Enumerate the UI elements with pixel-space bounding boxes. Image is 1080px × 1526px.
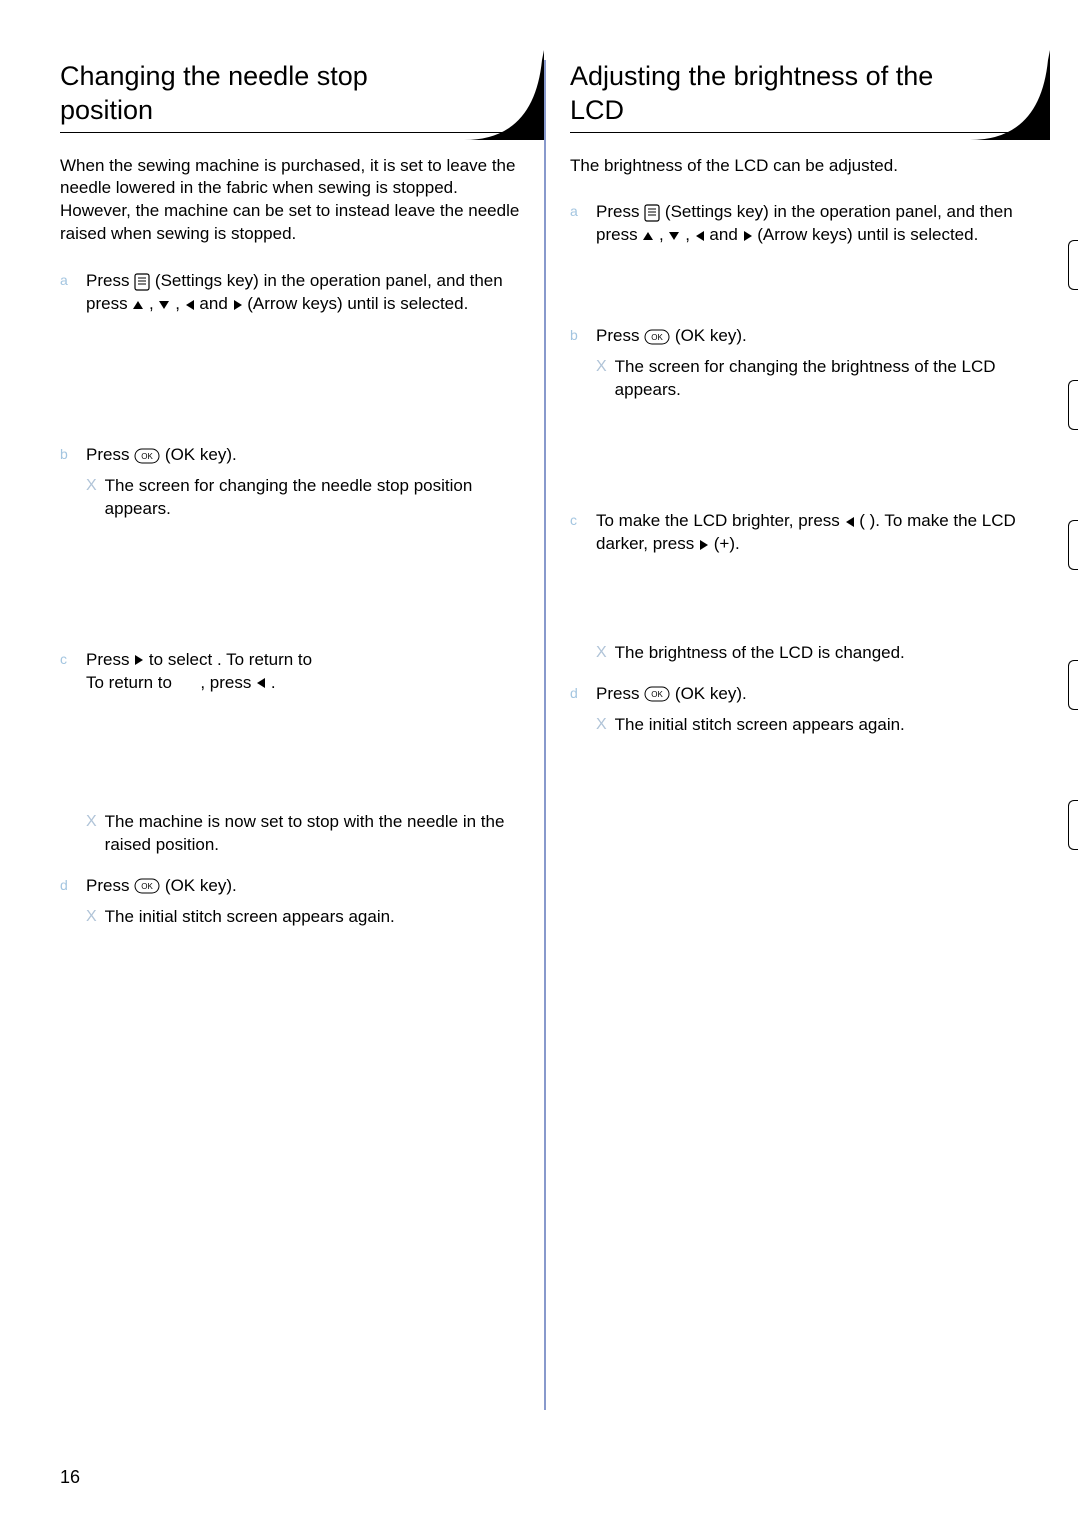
- step-result-block: X The machine is now set to stop with th…: [60, 803, 524, 857]
- section-tab: [1068, 800, 1078, 850]
- step-text: Press (Settings key) in the operation pa…: [86, 271, 503, 313]
- step-result: X The initial stitch screen appears agai…: [596, 714, 1030, 737]
- ok-key-icon: OK: [644, 329, 670, 345]
- svg-text:OK: OK: [141, 452, 153, 461]
- arrow-right-icon: [134, 654, 144, 666]
- step: c To make the LCD brighter, press ( ). T…: [570, 510, 1030, 556]
- step-text: Press (Settings key) in the operation pa…: [596, 202, 1013, 244]
- arrow-left-icon: [256, 677, 266, 689]
- step-number: a: [60, 272, 70, 288]
- arrow-left-icon: [185, 299, 195, 311]
- result-text: The machine is now set to stop with the …: [105, 811, 524, 857]
- section-title-wrap: Adjusting the brightness of the LCD: [570, 60, 1030, 133]
- step-body: To make the LCD brighter, press ( ). To …: [596, 510, 1030, 556]
- step-result: X The screen for changing the brightness…: [596, 356, 1030, 402]
- arrow-up-icon: [132, 300, 144, 310]
- arrow-down-icon: [668, 231, 680, 241]
- step-text: Press OK (OK key).: [86, 445, 237, 464]
- intro-text: The brightness of the LCD can be adjuste…: [570, 155, 1030, 178]
- two-column-layout: Changing the needle stop position When t…: [60, 60, 1030, 1410]
- step-number: d: [60, 877, 70, 893]
- step-body: Press (Settings key) in the operation pa…: [596, 201, 1030, 247]
- step-body: Press OK (OK key). X The initial stitch …: [86, 875, 524, 929]
- step-result: X The machine is now set to stop with th…: [86, 811, 524, 857]
- step-number: b: [570, 327, 580, 343]
- left-column: Changing the needle stop position When t…: [60, 60, 544, 1410]
- step-text: To make the LCD brighter, press ( ). To …: [596, 511, 1016, 553]
- step: d Press OK (OK key). X The initial stitc…: [570, 683, 1030, 737]
- result-mark-icon: X: [86, 811, 97, 857]
- step-body: Press OK (OK key). X The screen for chan…: [596, 325, 1030, 402]
- step-text: Press to select . To return to To return…: [86, 650, 312, 692]
- spacer: [60, 713, 524, 803]
- ok-key-icon: OK: [134, 878, 160, 894]
- step-number: a: [570, 203, 580, 219]
- step-result: X The screen for changing the needle sto…: [86, 475, 524, 521]
- result-text: The initial stitch screen appears again.: [615, 714, 1030, 737]
- section-tab: [1068, 240, 1078, 290]
- result-mark-icon: X: [86, 906, 97, 929]
- side-tabs: [1068, 240, 1080, 850]
- arrow-left-icon: [845, 516, 855, 528]
- step-body: Press (Settings key) in the operation pa…: [86, 270, 524, 316]
- step-number: b: [60, 446, 70, 462]
- arrow-right-icon: [699, 539, 709, 551]
- arrow-down-icon: [158, 300, 170, 310]
- step-body: Press OK (OK key). X The initial stitch …: [596, 683, 1030, 737]
- spacer: [60, 334, 524, 444]
- spacer: [570, 420, 1030, 510]
- section-title-wrap: Changing the needle stop position: [60, 60, 524, 133]
- result-text: The brightness of the LCD is changed.: [615, 642, 1030, 665]
- page-number: 16: [60, 1467, 80, 1488]
- step-text: Press OK (OK key).: [86, 876, 237, 895]
- step-number: c: [570, 512, 580, 528]
- step-text: Press OK (OK key).: [596, 326, 747, 345]
- section-tab: [1068, 380, 1078, 430]
- spacer: [60, 539, 524, 649]
- intro-text: When the sewing machine is purchased, it…: [60, 155, 524, 247]
- section-tab: [1068, 660, 1078, 710]
- settings-key-icon: [644, 204, 660, 222]
- step-number: c: [60, 651, 70, 667]
- step: c Press to select . To return to To retu…: [60, 649, 524, 695]
- result-text: The screen for changing the needle stop …: [105, 475, 524, 521]
- arrow-right-icon: [233, 299, 243, 311]
- svg-text:OK: OK: [651, 333, 663, 342]
- result-text: The initial stitch screen appears again.: [105, 906, 524, 929]
- step-body: Press to select . To return to To return…: [86, 649, 524, 695]
- settings-key-icon: [134, 273, 150, 291]
- step-result: X The brightness of the LCD is changed.: [596, 642, 1030, 665]
- arrow-up-icon: [642, 231, 654, 241]
- arrow-left-icon: [695, 230, 705, 242]
- ok-key-icon: OK: [134, 448, 160, 464]
- right-column: Adjusting the brightness of the LCD The …: [546, 60, 1030, 1410]
- section-title: Changing the needle stop position: [60, 60, 444, 128]
- title-swoosh-icon: [970, 50, 1050, 140]
- step: b Press OK (OK key). X The screen for ch…: [570, 325, 1030, 402]
- step-number: d: [570, 685, 580, 701]
- ok-key-icon: OK: [644, 686, 670, 702]
- step-result-block: X The brightness of the LCD is changed.: [570, 634, 1030, 665]
- result-mark-icon: X: [596, 714, 607, 737]
- result-mark-icon: X: [86, 475, 97, 521]
- arrow-right-icon: [743, 230, 753, 242]
- result-text: The screen for changing the brightness o…: [615, 356, 1030, 402]
- step-result: X The initial stitch screen appears agai…: [86, 906, 524, 929]
- result-mark-icon: X: [596, 642, 607, 665]
- step-text: Press OK (OK key).: [596, 684, 747, 703]
- step: d Press OK (OK key). X The initial stitc…: [60, 875, 524, 929]
- svg-text:OK: OK: [651, 690, 663, 699]
- step: a Press (Settings key) in the operation …: [60, 270, 524, 316]
- section-title: Adjusting the brightness of the LCD: [570, 60, 950, 128]
- step-body: Press OK (OK key). X The screen for chan…: [86, 444, 524, 521]
- step: a Press (Settings key) in the operation …: [570, 201, 1030, 247]
- section-tab: [1068, 520, 1078, 570]
- result-mark-icon: X: [596, 356, 607, 402]
- spacer: [570, 265, 1030, 325]
- step: b Press OK (OK key). X The screen for ch…: [60, 444, 524, 521]
- spacer: [570, 574, 1030, 634]
- svg-text:OK: OK: [141, 882, 153, 891]
- title-swoosh-icon: [464, 50, 544, 140]
